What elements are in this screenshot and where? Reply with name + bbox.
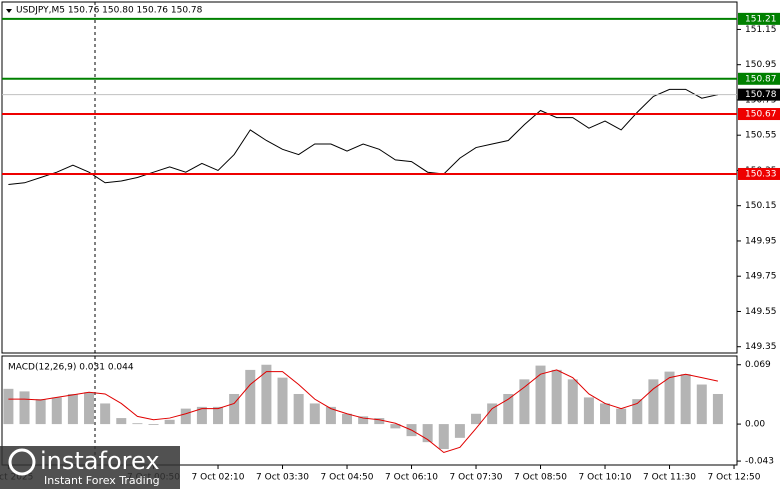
macd-bar [471, 413, 482, 425]
macd-bar [180, 408, 191, 425]
macd-bar [696, 384, 707, 425]
macd-bar [148, 424, 159, 425]
level-label: 150.87 [745, 74, 777, 84]
y-tick-label: 150.15 [745, 201, 777, 211]
macd-bar [213, 406, 224, 425]
last-price-box [738, 88, 780, 101]
watermark-brand: instaforex [40, 447, 160, 475]
x-tick-label: 7 Oct 11:30 [643, 473, 696, 483]
macd-bar [454, 424, 465, 438]
macd-bar [632, 399, 643, 425]
macd-bar [712, 393, 723, 425]
y-tick-label: 150.95 [745, 60, 777, 70]
level-label-box [738, 12, 780, 25]
x-tick-label: 7 Oct 03:30 [256, 473, 309, 483]
macd-bar [583, 397, 594, 425]
x-tick-label: 7 Oct 02:10 [192, 473, 245, 483]
macd-title: MACD(12,26,9) 0.031 0.044 [8, 363, 134, 373]
macd-bar [196, 406, 207, 425]
price-panel [1, 1, 738, 354]
macd-bar [374, 418, 385, 425]
macd-bar [51, 397, 62, 425]
macd-bar [116, 418, 127, 425]
logo [8, 448, 36, 476]
macd-bar [487, 403, 498, 425]
x-tick-label: 7 Oct 10:10 [579, 473, 632, 483]
macd-bar [245, 369, 256, 425]
layer: 151.15150.95150.75150.55150.35150.15149.… [0, 12, 780, 483]
macd-bar [229, 393, 240, 425]
x-tick-label: 7 Oct 04:50 [321, 473, 374, 483]
macd-bar [293, 393, 304, 425]
level-label: 150.33 [745, 169, 777, 179]
macd-bar [503, 393, 514, 425]
macd-bar [438, 424, 449, 450]
y-tick-label: 151.15 [745, 25, 777, 35]
macd-bar [535, 365, 546, 425]
y-tick-label: 149.95 [745, 236, 777, 246]
macd-bar [325, 406, 336, 425]
x-tick-label: 7 Oct 07:30 [450, 473, 503, 483]
macd-bar [100, 403, 111, 425]
macd-bar [164, 419, 175, 425]
price-line [8, 88, 719, 186]
signal-line [8, 369, 719, 454]
level-label: 151.21 [745, 14, 777, 24]
macd-bar [519, 379, 530, 425]
y-tick-label: 0.00 [745, 420, 765, 430]
macd-panel [1, 355, 738, 466]
price-title: USDJPY,M5 150.76 150.80 150.76 150.78 [16, 6, 203, 16]
macd-bar [648, 379, 659, 425]
macd-bar [35, 399, 46, 425]
macd-bar [422, 424, 433, 443]
macd-bar [3, 388, 14, 425]
macd-bar [680, 374, 691, 425]
macd-bar [342, 413, 353, 425]
x-tick-label: 7 Oct 06:10 [385, 473, 438, 483]
y-tick-label: 0.069 [745, 360, 771, 370]
y-tick-label: -0.043 [745, 457, 774, 467]
macd-bar [390, 424, 401, 429]
watermark: instaforex Instant Forex Trading [0, 446, 180, 489]
macd-bar [277, 377, 288, 425]
x-tick-label: 7 Oct 08:50 [514, 473, 567, 483]
last-price-label: 150.78 [745, 90, 777, 100]
y-tick-label: 149.55 [745, 307, 777, 317]
y-tick-label: 149.75 [745, 272, 777, 282]
level-label-box [738, 108, 780, 121]
macd-bar [358, 416, 369, 425]
macd-bar [567, 379, 578, 425]
macd-bar [261, 364, 272, 425]
y-tick-label: 150.55 [745, 131, 777, 141]
macd-bar [600, 403, 611, 425]
watermark-tagline: Instant Forex Trading [44, 474, 160, 487]
macd-bar [664, 371, 675, 425]
level-label-box [738, 72, 780, 85]
macd-bar [132, 423, 143, 425]
macd-bar [616, 408, 627, 425]
macd-bar [19, 391, 30, 425]
level-label-box [738, 167, 780, 180]
macd-bar [309, 403, 320, 425]
y-tick-label: 149.35 [745, 342, 777, 352]
level-label: 150.67 [745, 110, 777, 120]
macd-bar [84, 392, 95, 425]
macd-bar [67, 393, 78, 425]
macd-bar [551, 369, 562, 425]
menu-arrow [6, 9, 12, 13]
x-tick-label: 7 Oct 12:50 [708, 473, 761, 483]
